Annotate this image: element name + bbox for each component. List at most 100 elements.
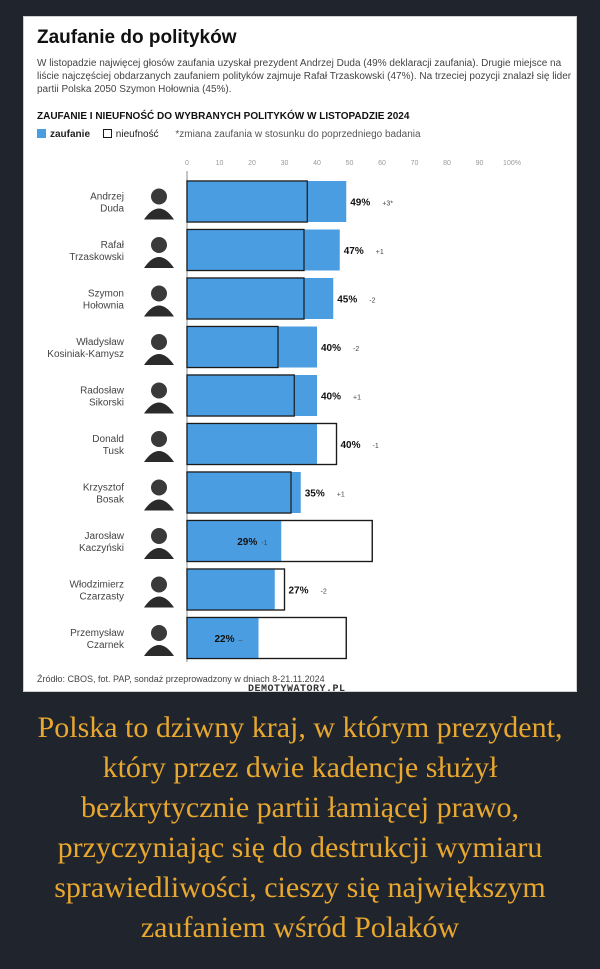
portrait-head [151,237,167,253]
change-label: +1 [376,249,384,256]
x-tick-label: 70 [411,160,419,167]
portrait-shoulders [144,596,174,608]
category-label-first: Szymon [88,289,124,300]
category-label-last: Czarzasty [80,592,124,603]
portrait-head [151,625,167,641]
category-label-last: Trzaskowski [69,252,124,263]
category-label-last: Tusk [103,446,125,457]
portrait-shoulders [144,451,174,462]
category-label-first: Rafał [101,240,125,251]
portrait-head [151,188,167,205]
portrait-shoulders [144,305,174,317]
chart-title: Zaufanie do polityków [37,27,237,48]
change-label: -2 [369,298,375,305]
demotivator-caption: Polska to dziwny kraj, w którym prezyden… [37,711,563,944]
legend-trust-label: zaufanie [50,129,91,140]
portrait-head [151,576,167,593]
x-tick-label: 60 [378,160,386,167]
distrust-bar-outline [186,471,292,514]
distrust-bar-outline [186,616,347,660]
value-label: 45% [337,295,357,306]
portrait-head [151,431,167,447]
value-label: 27% [289,586,309,597]
value-label: 47% [344,246,364,257]
portrait-head [151,285,167,302]
portrait-shoulders [144,208,174,220]
trust-bar [187,181,347,222]
category-label-first: Władysław [76,337,125,348]
legend: zaufanie nieufność *zmiana zaufania w st… [37,129,421,140]
distrust-bar-outline [186,325,279,369]
value-label: 22% [214,634,234,645]
x-tick-label: 80 [443,160,451,167]
category-label-first: Krzysztof [83,483,124,494]
change-label: +1 [337,492,345,499]
portrait-shoulders [144,499,174,511]
x-tick-label: 20 [248,160,256,167]
distrust-bar-outline [186,374,295,417]
change-label: – [239,637,243,644]
trust-bar [187,229,340,271]
category-label-first: Włodzimierz [70,580,124,591]
distrust-bar-outline [186,277,305,320]
trust-bar [187,326,317,368]
value-label: 29% [237,537,257,548]
x-tick-label: 10 [216,160,224,167]
trust-bar [187,520,282,562]
value-label: 35% [305,489,325,500]
trust-bar [187,423,317,465]
category-label-first: Andrzej [90,192,124,203]
portrait-shoulders [144,354,174,365]
category-label-last: Duda [100,204,124,215]
x-tick-label: 100% [503,160,521,167]
x-tick-label: 0 [185,160,189,167]
change-label: +3* [382,201,393,208]
category-label-last: Hołownia [83,301,125,312]
category-label-first: Przemysław [70,628,125,639]
portrait-shoulders [144,257,174,268]
source-note: Źródło: CBOS, fot. PAP, sondaż przeprowa… [37,674,325,684]
legend-trust-swatch [37,129,46,138]
legend-note: *zmiana zaufania w stosunku do poprzedni… [175,129,421,140]
portrait-shoulders [144,645,174,656]
trust-bar [187,278,334,319]
legend-distrust-swatch [102,129,112,138]
trust-bar [187,375,317,416]
x-tick-label: 30 [281,160,289,167]
value-label: 40% [321,392,341,403]
portrait-shoulders [144,402,174,414]
value-label: 40% [341,440,361,451]
distrust-bar-outline [186,180,308,223]
trust-bar [187,472,301,513]
category-label-first: Radosław [80,386,125,397]
change-label: -2 [353,346,359,353]
portrait-shoulders [144,548,174,559]
chart-intro: W listopadzie najwięcej głosów zaufania … [37,58,572,95]
change-label: -1 [373,443,379,450]
x-tick-label: 90 [476,160,484,167]
category-label-first: Jarosław [85,531,125,542]
legend-trust: zaufanie [37,129,90,140]
legend-distrust: nieufność [102,129,159,140]
category-label-last: Czarnek [87,640,125,651]
distrust-bar-outline [186,519,373,563]
category-label-last: Bosak [96,495,125,506]
distrust-bar-outline [186,228,305,272]
value-label: 40% [321,343,341,354]
change-label: -2 [321,589,327,596]
distrust-bar-outline [186,422,338,466]
category-label-last: Sikorski [89,398,124,409]
trust-bar [187,569,275,610]
portrait-head [151,528,167,544]
value-label: 49% [350,198,370,209]
chart-subtitle: ZAUFANIE I NIEUFNOŚĆ DO WYBRANYCH POLITY… [37,111,410,122]
watermark-logo: DEMOTYWATORY.PL [248,684,346,695]
distrust-bar-outline [186,568,286,611]
x-tick-label: 50 [346,160,354,167]
legend-distrust-label: nieufność [115,129,159,140]
category-label-first: Donald [92,434,124,445]
portrait-head [151,334,167,350]
portrait-head [151,382,167,399]
category-label-last: Kaczyński [79,543,124,554]
